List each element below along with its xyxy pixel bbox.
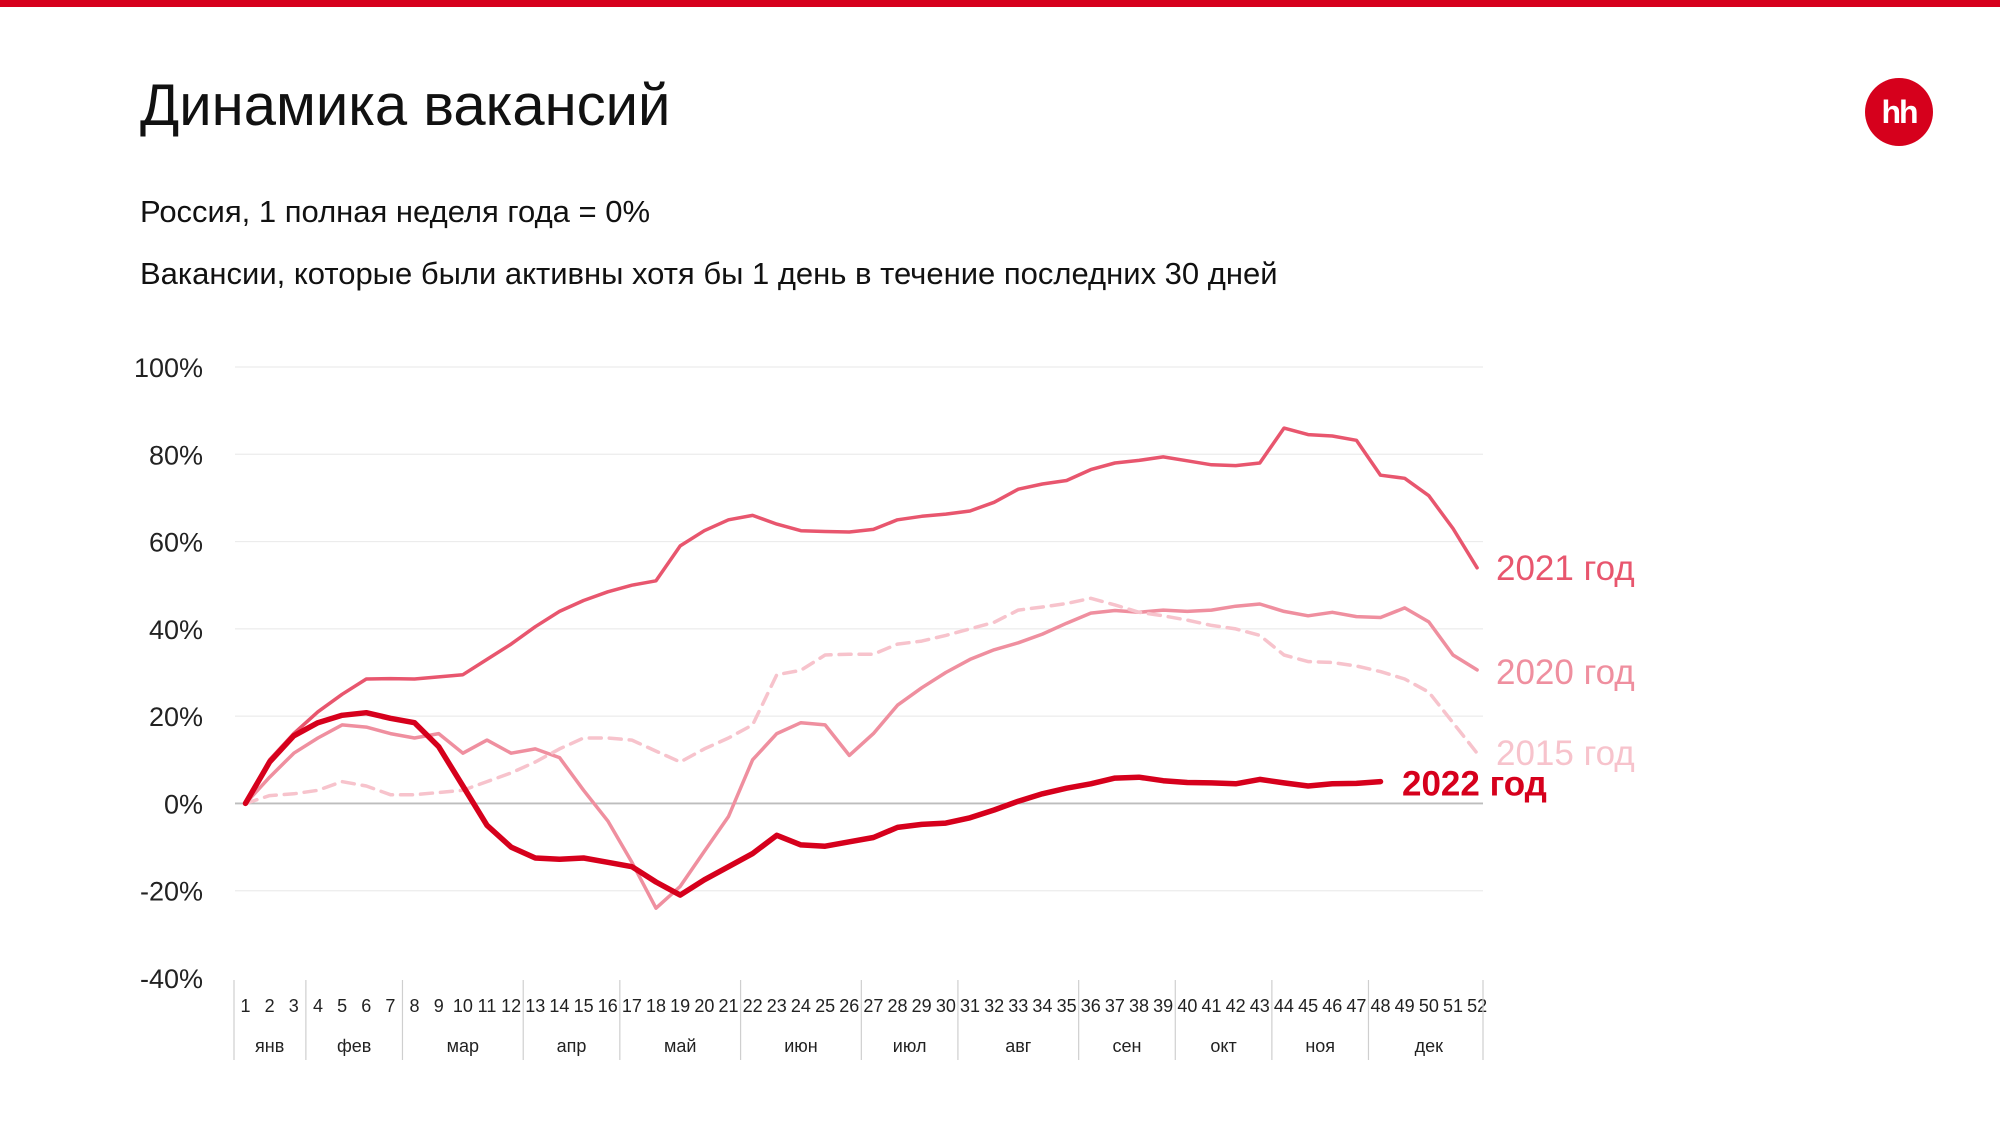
- x-tick-label: 23: [767, 996, 787, 1016]
- y-tick-label: -40%: [140, 964, 203, 994]
- x-tick-label: 8: [410, 996, 420, 1016]
- x-tick-label: 2: [265, 996, 275, 1016]
- y-tick-label: -20%: [140, 877, 203, 907]
- x-tick-label: 35: [1057, 996, 1077, 1016]
- y-tick-label: 20%: [149, 702, 203, 732]
- y-tick-label: 0%: [164, 789, 203, 819]
- x-tick-label: 1: [240, 996, 250, 1016]
- x-tick-label: 49: [1395, 996, 1415, 1016]
- series-line-2015: [243, 596, 1479, 806]
- x-tick-label: 41: [1201, 996, 1221, 1016]
- x-tick-label: 30: [936, 996, 956, 1016]
- x-tick-label: 39: [1153, 996, 1173, 1016]
- x-tick-label: 4: [313, 996, 323, 1016]
- x-tick-label: 19: [670, 996, 690, 1016]
- month-label: авг: [1005, 1036, 1032, 1056]
- x-tick-label: 12: [501, 996, 521, 1016]
- x-tick-label: 11: [478, 996, 497, 1016]
- series-label-2015: 2015 год: [1496, 734, 1635, 773]
- series-line-2021: [243, 426, 1479, 806]
- x-tick-label: 13: [525, 996, 545, 1016]
- x-tick-label: 34: [1032, 996, 1052, 1016]
- x-tick-label: 43: [1250, 996, 1270, 1016]
- x-tick-label: 32: [984, 996, 1004, 1016]
- x-tick-label: 24: [791, 996, 811, 1016]
- x-tick-label: 17: [622, 996, 642, 1016]
- series-line-2020: [243, 602, 1479, 910]
- x-tick-label: 46: [1322, 996, 1342, 1016]
- x-tick-label: 18: [646, 996, 666, 1016]
- x-tick-label: 52: [1467, 996, 1487, 1016]
- y-tick-label: 100%: [134, 353, 203, 383]
- month-label: сен: [1112, 1036, 1141, 1056]
- month-label: мар: [447, 1036, 479, 1056]
- x-tick-label: 14: [549, 996, 569, 1016]
- series-label-2020: 2020 год: [1496, 653, 1635, 692]
- y-tick-label: 40%: [149, 615, 203, 645]
- x-tick-label: 29: [912, 996, 932, 1016]
- series-line-2022: [242, 709, 1384, 898]
- x-tick-label: 9: [434, 996, 444, 1016]
- month-label: фев: [337, 1036, 371, 1056]
- x-tick-label: 5: [337, 996, 347, 1016]
- x-tick-label: 47: [1346, 996, 1366, 1016]
- x-tick-label: 7: [385, 996, 395, 1016]
- x-tick-label: 51: [1443, 996, 1463, 1016]
- x-tick-label: 21: [718, 996, 738, 1016]
- series-label-2022: 2022 год: [1402, 765, 1547, 804]
- month-label: окт: [1210, 1036, 1236, 1056]
- y-axis: 100% 80% 60% 40% 20% 0% -20% -40%: [134, 353, 203, 994]
- x-tick-label: 45: [1298, 996, 1318, 1016]
- y-tick-label: 60%: [149, 528, 203, 558]
- x-tick-label: 22: [743, 996, 763, 1016]
- x-tick-label: 15: [574, 996, 594, 1016]
- grid-layer: [235, 366, 1483, 892]
- x-tick-label: 42: [1226, 996, 1246, 1016]
- top-accent-bar: [0, 0, 2000, 7]
- month-label: ноя: [1305, 1036, 1335, 1056]
- x-tick-label: 40: [1177, 996, 1197, 1016]
- hh-logo: hh: [1865, 78, 1933, 146]
- x-tick-label: 38: [1129, 996, 1149, 1016]
- x-axis: 1 2 3 4 5 6 7 8 9 10 11 12 13 14 15 16 17 18 19 20 21 22 23 24 2…: [233, 980, 1487, 1060]
- x-tick-label: 44: [1274, 996, 1294, 1016]
- y-tick-label: 80%: [149, 440, 203, 470]
- x-tick-label: 3: [289, 996, 299, 1016]
- month-label: май: [664, 1036, 696, 1056]
- x-tick-label: 28: [888, 996, 908, 1016]
- x-tick-label: 36: [1081, 996, 1101, 1016]
- x-tick-label: 50: [1419, 996, 1439, 1016]
- x-tick-label: 26: [839, 996, 859, 1016]
- subtitle-definition: Вакансии, которые были активны хотя бы 1…: [140, 256, 1278, 291]
- month-label: дек: [1415, 1036, 1444, 1056]
- month-label: июн: [784, 1036, 818, 1056]
- month-label: янв: [255, 1036, 284, 1056]
- x-tick-label: 25: [815, 996, 835, 1016]
- subtitle-region: Россия, 1 полная неделя года = 0%: [140, 194, 651, 229]
- series-layer: [242, 426, 1479, 910]
- x-tick-label: 31: [960, 996, 980, 1016]
- x-tick-label: 16: [598, 996, 618, 1016]
- month-label: апр: [557, 1036, 587, 1056]
- month-label: июл: [893, 1036, 927, 1056]
- x-tick-label: 37: [1105, 996, 1125, 1016]
- page-title: Динамика вакансий: [140, 73, 671, 138]
- x-tick-label: 20: [694, 996, 714, 1016]
- x-tick-label: 6: [361, 996, 371, 1016]
- x-tick-label: 10: [453, 996, 473, 1016]
- x-tick-label: 48: [1371, 996, 1391, 1016]
- x-tick-label: 27: [863, 996, 883, 1016]
- series-label-2021: 2021 год: [1496, 549, 1635, 588]
- x-tick-label: 33: [1008, 996, 1028, 1016]
